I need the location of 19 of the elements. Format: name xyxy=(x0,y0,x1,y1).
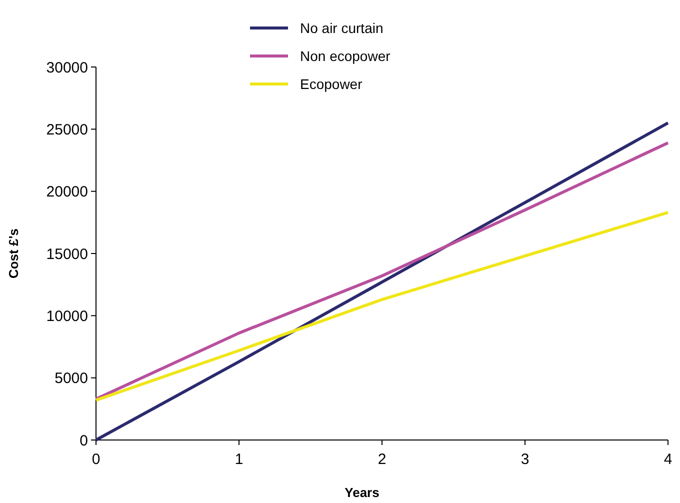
legend-label: No air curtain xyxy=(300,20,384,36)
y-tick-label: 20000 xyxy=(46,184,88,201)
x-tick-label: 0 xyxy=(92,451,100,468)
y-tick-label: 0 xyxy=(80,432,88,450)
y-tick-label: 15000 xyxy=(46,246,88,263)
legend-label: Ecopower xyxy=(300,76,363,92)
line-series xyxy=(94,210,670,402)
y-axis-title: Cost £'s xyxy=(6,228,21,279)
y-tick-label: 25000 xyxy=(46,121,88,138)
x-tick-label: 2 xyxy=(378,451,386,468)
x-tick-label: 1 xyxy=(234,451,244,468)
y-tick-label: 5000 xyxy=(54,370,88,388)
x-tick-label: 3 xyxy=(520,451,530,468)
x-axis-title: Years xyxy=(344,485,380,500)
y-tick-label: 30000 xyxy=(46,59,88,76)
legend-label: Non ecopower xyxy=(300,48,391,64)
line-series xyxy=(94,141,670,400)
y-tick-label: 10000 xyxy=(46,308,88,325)
x-tick-label: 4 xyxy=(664,451,672,468)
